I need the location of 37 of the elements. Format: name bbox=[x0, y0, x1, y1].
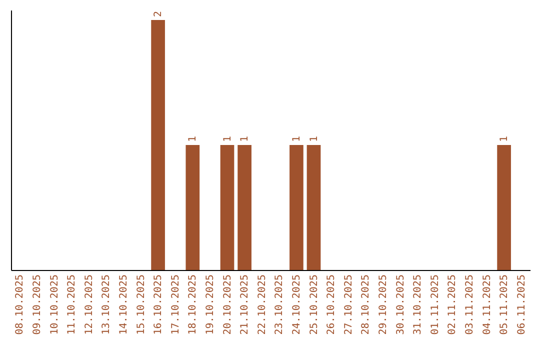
data-label: 1 bbox=[291, 136, 302, 142]
x-tick-label: 20.10.2025 bbox=[222, 274, 234, 335]
x-tick-label: 05.11.2025 bbox=[499, 274, 510, 335]
x-tick-label: 08.10.2025 bbox=[14, 274, 26, 335]
x-tick-label: 16.10.2025 bbox=[153, 274, 164, 335]
x-tick-label: 06.11.2025 bbox=[516, 274, 528, 335]
x-tick-label: 25.10.2025 bbox=[308, 274, 320, 335]
x-tick-label: 13.10.2025 bbox=[101, 274, 112, 335]
x-tick-label: 12.10.2025 bbox=[84, 274, 95, 335]
x-tick-label: 26.10.2025 bbox=[326, 274, 338, 335]
x-tick-label: 19.10.2025 bbox=[204, 274, 216, 335]
data-label: 1 bbox=[499, 136, 510, 142]
x-tick-label: 17.10.2025 bbox=[170, 274, 182, 335]
data-label: 2 bbox=[153, 10, 164, 17]
x-tick-label: 18.10.2025 bbox=[188, 274, 199, 335]
x-tick-label: 03.11.2025 bbox=[464, 274, 476, 335]
x-tick-label: 04.11.2025 bbox=[482, 274, 493, 335]
x-tick-label: 27.10.2025 bbox=[343, 274, 354, 335]
x-tick-label: 09.10.2025 bbox=[32, 274, 43, 335]
x-tick-label: 14.10.2025 bbox=[118, 274, 130, 335]
x-tick-label: 02.11.2025 bbox=[447, 274, 458, 335]
x-tick-label: 29.10.2025 bbox=[378, 274, 389, 335]
data-label: 1 bbox=[222, 136, 234, 142]
x-tick-label: 30.10.2025 bbox=[395, 274, 406, 335]
x-tick-label: 15.10.2025 bbox=[136, 274, 147, 335]
x-tick-label: 24.10.2025 bbox=[291, 274, 302, 335]
x-tick-label: 11.10.2025 bbox=[66, 274, 78, 335]
data-label: 1 bbox=[188, 136, 199, 142]
x-tick-label: 31.10.2025 bbox=[412, 274, 424, 335]
x-tick-label: 10.10.2025 bbox=[49, 274, 60, 335]
x-tick-label: 01.11.2025 bbox=[430, 274, 441, 335]
x-tick-label: 23.10.2025 bbox=[274, 274, 286, 335]
data-label: 1 bbox=[308, 136, 320, 142]
x-tick-label: 21.10.2025 bbox=[240, 274, 251, 335]
x-tick-label: 28.10.2025 bbox=[360, 274, 372, 335]
data-label: 1 bbox=[240, 136, 251, 142]
x-tick-label: 22.10.2025 bbox=[256, 274, 268, 335]
